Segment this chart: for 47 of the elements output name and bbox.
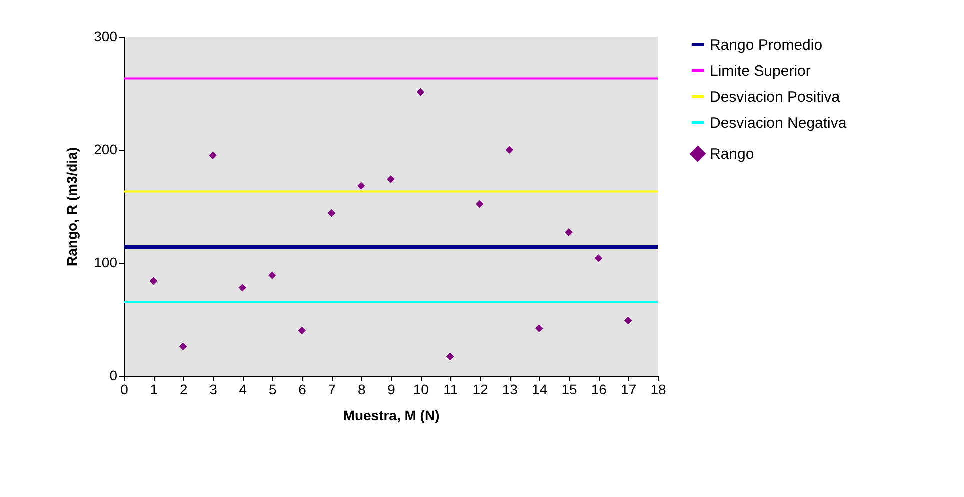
x-tick-label: 10: [413, 382, 430, 398]
x-axis-title: Muestra, M (N): [343, 408, 440, 424]
point: [476, 200, 484, 208]
point: [624, 316, 632, 325]
legend-label: Rango: [710, 146, 754, 163]
point: [357, 182, 366, 190]
x-tick-label: 14: [532, 382, 548, 398]
x-tick-label: 18: [650, 382, 666, 398]
x-tick-label: 6: [298, 382, 307, 398]
x-tick-label: 5: [268, 382, 277, 398]
legend-label: Desviacion Negativa: [710, 115, 848, 132]
y-tick-label: 100: [94, 254, 118, 270]
x-tick-label: 11: [444, 382, 458, 398]
x-tick-label: 8: [358, 382, 366, 398]
point: [209, 152, 217, 160]
y-tick-label: 300: [94, 28, 118, 44]
x-tick-label: 1: [150, 382, 158, 398]
x-tick-label: 16: [591, 382, 608, 398]
y-axis-title: Rango, R (m3/dia): [64, 147, 80, 267]
x-tick-label: 12: [472, 382, 488, 398]
point: [150, 277, 158, 285]
point: [179, 342, 188, 350]
x-tick-label: 2: [180, 382, 188, 398]
legend-label: Desviacion Positiva: [710, 89, 841, 106]
point: [446, 352, 454, 361]
x-tick-label: 17: [621, 382, 637, 398]
x-tick-label: 0: [120, 382, 129, 398]
point: [387, 176, 395, 184]
x-tick-label: 3: [210, 382, 218, 398]
x-tick-label: 13: [502, 382, 518, 398]
point: [298, 326, 306, 335]
y-tick-label: 0: [110, 368, 118, 384]
point: [506, 146, 514, 154]
point: [565, 228, 573, 236]
point: [328, 209, 336, 218]
point: [535, 324, 544, 332]
x-tick-label: 7: [328, 382, 336, 398]
point: [416, 88, 425, 96]
point: [238, 284, 247, 292]
legend-label: Rango Promedio: [710, 37, 823, 54]
x-tick-label: 4: [239, 382, 248, 398]
x-tick-label: 9: [388, 382, 396, 398]
x-tick-label: 15: [562, 382, 578, 398]
y-tick-label: 200: [94, 142, 118, 158]
legend-label: Limite Superior: [710, 63, 811, 80]
point: [594, 254, 603, 262]
point: [268, 272, 276, 280]
